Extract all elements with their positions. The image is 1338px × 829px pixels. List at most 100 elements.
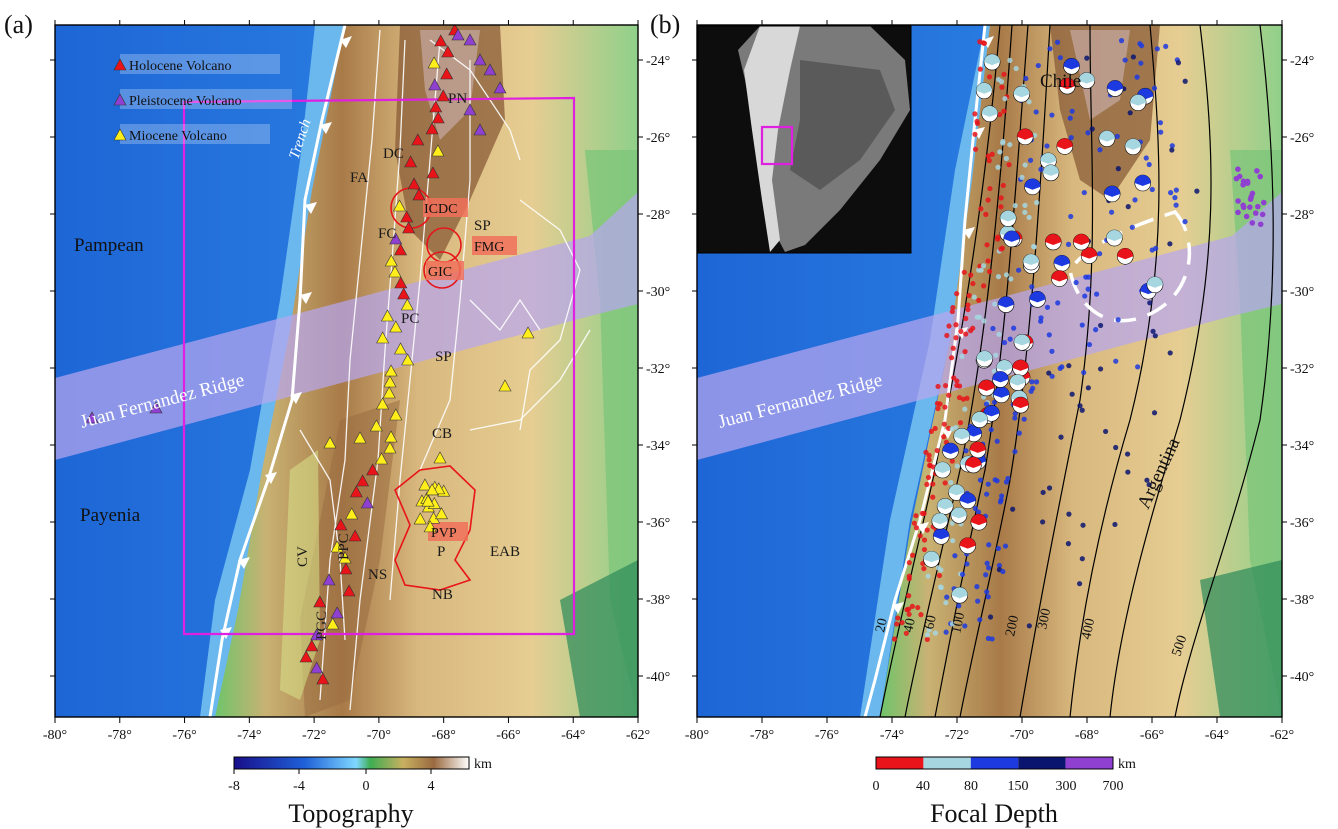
event-dot (1085, 286, 1091, 292)
x-tick-label: -68° (1075, 728, 1099, 743)
volcano-icon (366, 463, 380, 476)
volcano-icon (440, 67, 454, 80)
volcano-icon (85, 411, 99, 424)
event-dot (1097, 366, 1104, 372)
focal-mechanism (978, 379, 995, 397)
volcano-icon (498, 379, 512, 392)
event-dot (1073, 279, 1079, 286)
event-dot (971, 294, 977, 300)
volcano-icon (400, 210, 414, 223)
event-dot (915, 604, 921, 611)
volcano-icon (434, 34, 448, 47)
volcano-icon (348, 529, 362, 542)
y-tick-label: -26° (1290, 131, 1314, 146)
event-dot (899, 620, 905, 626)
event-dot (1049, 112, 1055, 118)
earthquake-events (891, 38, 1267, 643)
event-dot (1124, 451, 1131, 457)
event-dot (906, 611, 912, 617)
x-tick-label: -68° (432, 728, 456, 743)
topo-tick-1: -8 (228, 779, 240, 794)
label-chile: Chile (1040, 71, 1081, 92)
event-dot (967, 328, 974, 334)
y-tick-label: -24° (646, 54, 670, 69)
event-dot (942, 480, 948, 486)
volcano-icon (389, 232, 403, 245)
event-dot (1257, 173, 1264, 180)
inset-map (697, 25, 912, 254)
event-dot (1175, 60, 1182, 66)
topography-colorbar: -8 -4 0 4 km Topography (228, 756, 492, 828)
event-dot (985, 481, 991, 487)
event-dot (1034, 200, 1040, 206)
label-gic: GIC (428, 265, 452, 280)
event-dot (1007, 336, 1013, 342)
event-dot (921, 510, 927, 517)
y-tick-label: -32° (1290, 362, 1314, 377)
x-tick-label: -70° (367, 728, 391, 743)
event-dot (964, 561, 970, 567)
event-dot (968, 272, 974, 278)
event-dot (953, 322, 959, 328)
event-dot (949, 458, 955, 464)
event-dot (963, 331, 969, 337)
event-dot (959, 353, 965, 360)
event-dot (987, 614, 994, 620)
x-tick-label: -66° (496, 728, 520, 743)
event-dot (977, 617, 983, 623)
legend-miocene: Miocene Volcano (129, 129, 227, 144)
y-tick-label: -40° (646, 670, 670, 685)
event-dot (1065, 541, 1072, 547)
event-dot (938, 584, 944, 590)
event-dot (1055, 300, 1061, 306)
volcano-icon (334, 518, 348, 531)
event-dot (963, 448, 969, 454)
event-dot (1157, 120, 1164, 126)
event-dot (965, 306, 971, 313)
event-dot (1028, 388, 1034, 394)
event-dot (1153, 245, 1159, 252)
event-dot (996, 331, 1002, 337)
volcano-icon (401, 353, 415, 366)
volcano-icon (380, 309, 394, 322)
event-dot (1146, 161, 1152, 168)
event-dot (1113, 358, 1119, 364)
event-dot (995, 545, 1001, 552)
focal-mechanism (934, 461, 951, 479)
event-dot (1040, 489, 1046, 496)
event-dot (932, 425, 938, 432)
event-dot (998, 79, 1005, 85)
event-dot (961, 269, 967, 275)
event-dot (926, 627, 932, 633)
event-dot (1173, 187, 1179, 193)
focal-mechanism (1016, 128, 1034, 146)
event-dot (1139, 43, 1145, 49)
event-dot (994, 438, 1000, 444)
event-dot (948, 479, 954, 486)
volcano-icon (425, 122, 439, 135)
label-cb: CB (432, 426, 452, 442)
event-dot (1000, 182, 1006, 189)
x-tick-label: -78° (108, 728, 132, 743)
volcano-icon (339, 562, 353, 575)
topo-unit: km (474, 757, 492, 772)
focal-mechanism (1012, 359, 1029, 377)
event-dot (987, 268, 993, 275)
event-dot (924, 632, 931, 638)
panel-a-label: (a) (4, 10, 33, 39)
event-dot (957, 420, 964, 426)
event-dot (1167, 350, 1173, 356)
event-dot (1081, 369, 1087, 376)
event-dot (924, 636, 930, 643)
y-tick-label: -34° (1290, 439, 1314, 454)
volcano-icon (316, 672, 330, 685)
event-dot (966, 292, 972, 299)
event-dot (954, 378, 960, 384)
focal-mechanism (953, 428, 971, 445)
label-p: P (437, 544, 445, 560)
event-dot (926, 457, 932, 463)
focal-mechanism (1040, 152, 1057, 170)
event-dot (1026, 623, 1032, 629)
depth-tick-2: 40 (916, 779, 930, 794)
